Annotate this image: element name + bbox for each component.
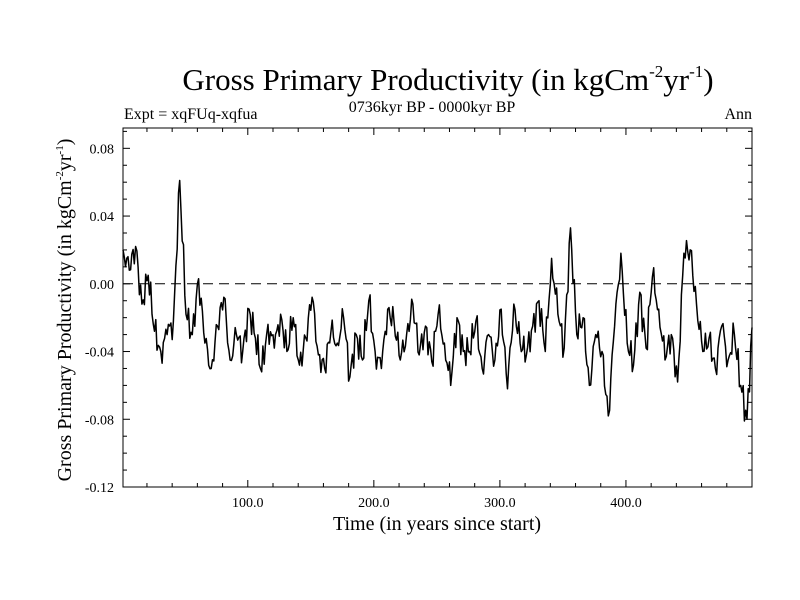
subtitle-experiment: Expt = xqFUq-xqfua (124, 106, 257, 123)
y-label-text-mid: yr (54, 154, 76, 171)
y-label-text: Gross Primary Productivity (in kgCm (54, 180, 76, 482)
y-label-superscript-2: -1 (54, 145, 66, 154)
x-tick-label: 400.0 (610, 496, 642, 511)
y-tick-label: 0.08 (90, 142, 115, 157)
title-superscript-1: -2 (649, 62, 663, 81)
y-axis-ticks: 0.08 0.04 0.00 -0.04 -0.08 -0.12 (85, 130, 752, 496)
y-axis-label: Gross Primary Productivity (in kgCm-2yr-… (54, 139, 76, 482)
title-superscript-2: -1 (689, 62, 703, 81)
y-tick-label: 0.00 (90, 278, 115, 293)
x-tick-label: 100.0 (232, 496, 264, 511)
y-label-superscript-1: -2 (54, 171, 66, 180)
x-axis-ticks: 100.0 200.0 300.0 400.0 (146, 128, 728, 511)
subtitle-period: 0736kyr BP - 0000kyr BP (349, 99, 516, 116)
title-text-end: ) (703, 62, 713, 97)
y-tick-label: -0.12 (85, 481, 114, 496)
x-tick-label: 200.0 (358, 496, 390, 511)
y-tick-label: 0.04 (90, 210, 115, 225)
subtitle-season: Ann (724, 106, 752, 123)
y-label-text-end: ) (54, 139, 76, 146)
title-text-mid: yr (663, 62, 690, 97)
chart-title: Gross Primary Productivity (in kgCm-2yr-… (182, 62, 713, 97)
title-text: Gross Primary Productivity (in kgCm (182, 62, 649, 97)
plot-frame (122, 127, 753, 488)
series-line-gpp-anomaly (122, 179, 753, 422)
x-axis-label: Time (in years since start) (333, 513, 541, 535)
y-tick-label: -0.04 (85, 346, 114, 361)
x-tick-label: 300.0 (484, 496, 516, 511)
y-tick-label: -0.08 (85, 413, 114, 428)
